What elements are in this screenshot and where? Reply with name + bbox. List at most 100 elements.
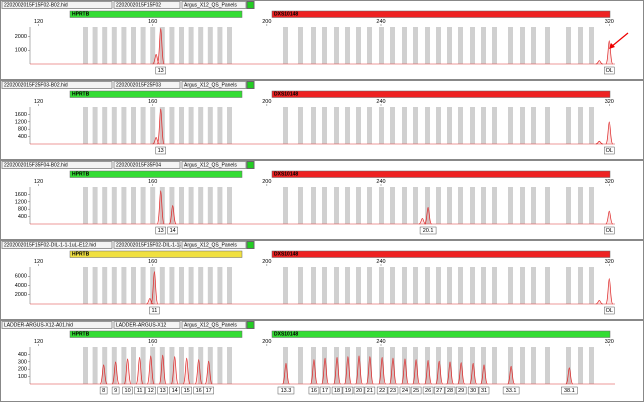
allele-box[interactable] [502,386,520,395]
bin [545,347,550,384]
allele-box[interactable] [331,386,343,395]
allele-box[interactable] [203,386,214,395]
panel-name: Argus_X12_QS_Panels [184,163,237,169]
marker-bar[interactable] [69,10,243,18]
bin [92,187,98,224]
allele-box[interactable] [99,386,108,395]
sample-box [113,1,181,9]
allele-box[interactable] [455,386,467,395]
allele-box[interactable] [467,386,479,395]
bin [520,347,525,384]
allele-box[interactable] [181,386,192,395]
bin [121,107,127,144]
bin [207,267,213,304]
allele-box[interactable] [419,226,437,235]
allele-box[interactable] [277,386,295,395]
allele-box[interactable] [155,66,166,75]
bin [311,107,316,144]
bin [390,267,395,304]
allele-box[interactable] [561,386,578,395]
allele-box[interactable] [604,226,615,235]
status-icon[interactable] [246,321,255,329]
allele-box[interactable] [604,66,615,75]
allele-box[interactable] [604,146,615,155]
allele-box[interactable] [410,386,422,395]
marker-bar[interactable] [271,170,611,178]
peak [412,359,420,385]
allele-box[interactable] [342,386,354,395]
marker-bar[interactable] [69,90,243,98]
bin [159,267,165,304]
peak [424,359,432,385]
allele-box[interactable] [422,386,434,395]
allele-box[interactable] [122,386,133,395]
allele-box[interactable] [169,386,180,395]
bin [140,267,146,304]
allele-box[interactable] [134,386,145,395]
allele-box[interactable] [308,386,320,395]
sample-box [113,81,181,89]
peak [595,60,603,65]
marker-bar[interactable] [271,10,611,18]
allele-box[interactable] [155,146,166,155]
allele-box[interactable] [364,386,376,395]
marker-bar[interactable] [271,90,611,98]
allele-box[interactable] [149,306,160,315]
y-tick-label: 1600 [15,112,27,118]
status-icon[interactable] [246,81,255,89]
bin [566,107,571,144]
bin [531,107,536,144]
bin [83,107,88,144]
bin [481,187,486,224]
marker-bar[interactable] [271,330,611,338]
file-box [1,161,113,169]
file-box [1,241,113,249]
allele-box[interactable] [145,386,156,395]
allele-box[interactable] [157,386,168,395]
bin [111,27,117,64]
peak [565,367,574,385]
bin [402,107,407,144]
allele-box[interactable] [167,226,178,235]
bin [578,267,583,304]
allele-box[interactable] [478,386,490,395]
allele-box[interactable] [604,306,615,315]
bin [283,187,288,224]
allele-box[interactable] [433,386,445,395]
peak [170,356,179,385]
allele-box[interactable] [111,386,120,395]
marker-bar[interactable] [271,250,611,258]
allele-box[interactable] [387,386,399,395]
bin [545,187,550,224]
bin [345,187,350,224]
allele-box[interactable] [376,386,388,395]
status-icon[interactable] [246,241,255,249]
bin [217,267,223,304]
allele-label: 10 [125,388,131,394]
allele-box[interactable] [399,386,411,395]
status-icon[interactable] [246,1,255,9]
allele-box[interactable] [353,386,365,395]
x-tick-label: 320 [605,179,614,185]
panel-box [181,241,247,249]
allele-label: OL [606,308,613,314]
allele-label: 29 [458,388,464,394]
bin [578,107,583,144]
marker-bar[interactable] [69,330,243,338]
bin [470,27,475,64]
panel-box [181,81,247,89]
allele-box[interactable] [444,386,456,395]
status-icon[interactable] [246,161,255,169]
allele-box[interactable] [155,226,166,235]
bin [566,187,571,224]
bin [102,187,108,224]
marker-bar[interactable] [69,170,243,178]
marker-bar[interactable] [69,250,243,258]
allele-label: 27 [436,388,442,394]
bin [207,347,213,384]
bin [198,107,204,144]
bin [140,347,146,384]
bin [458,267,463,304]
allele-box[interactable] [319,386,331,395]
bin [458,187,463,224]
